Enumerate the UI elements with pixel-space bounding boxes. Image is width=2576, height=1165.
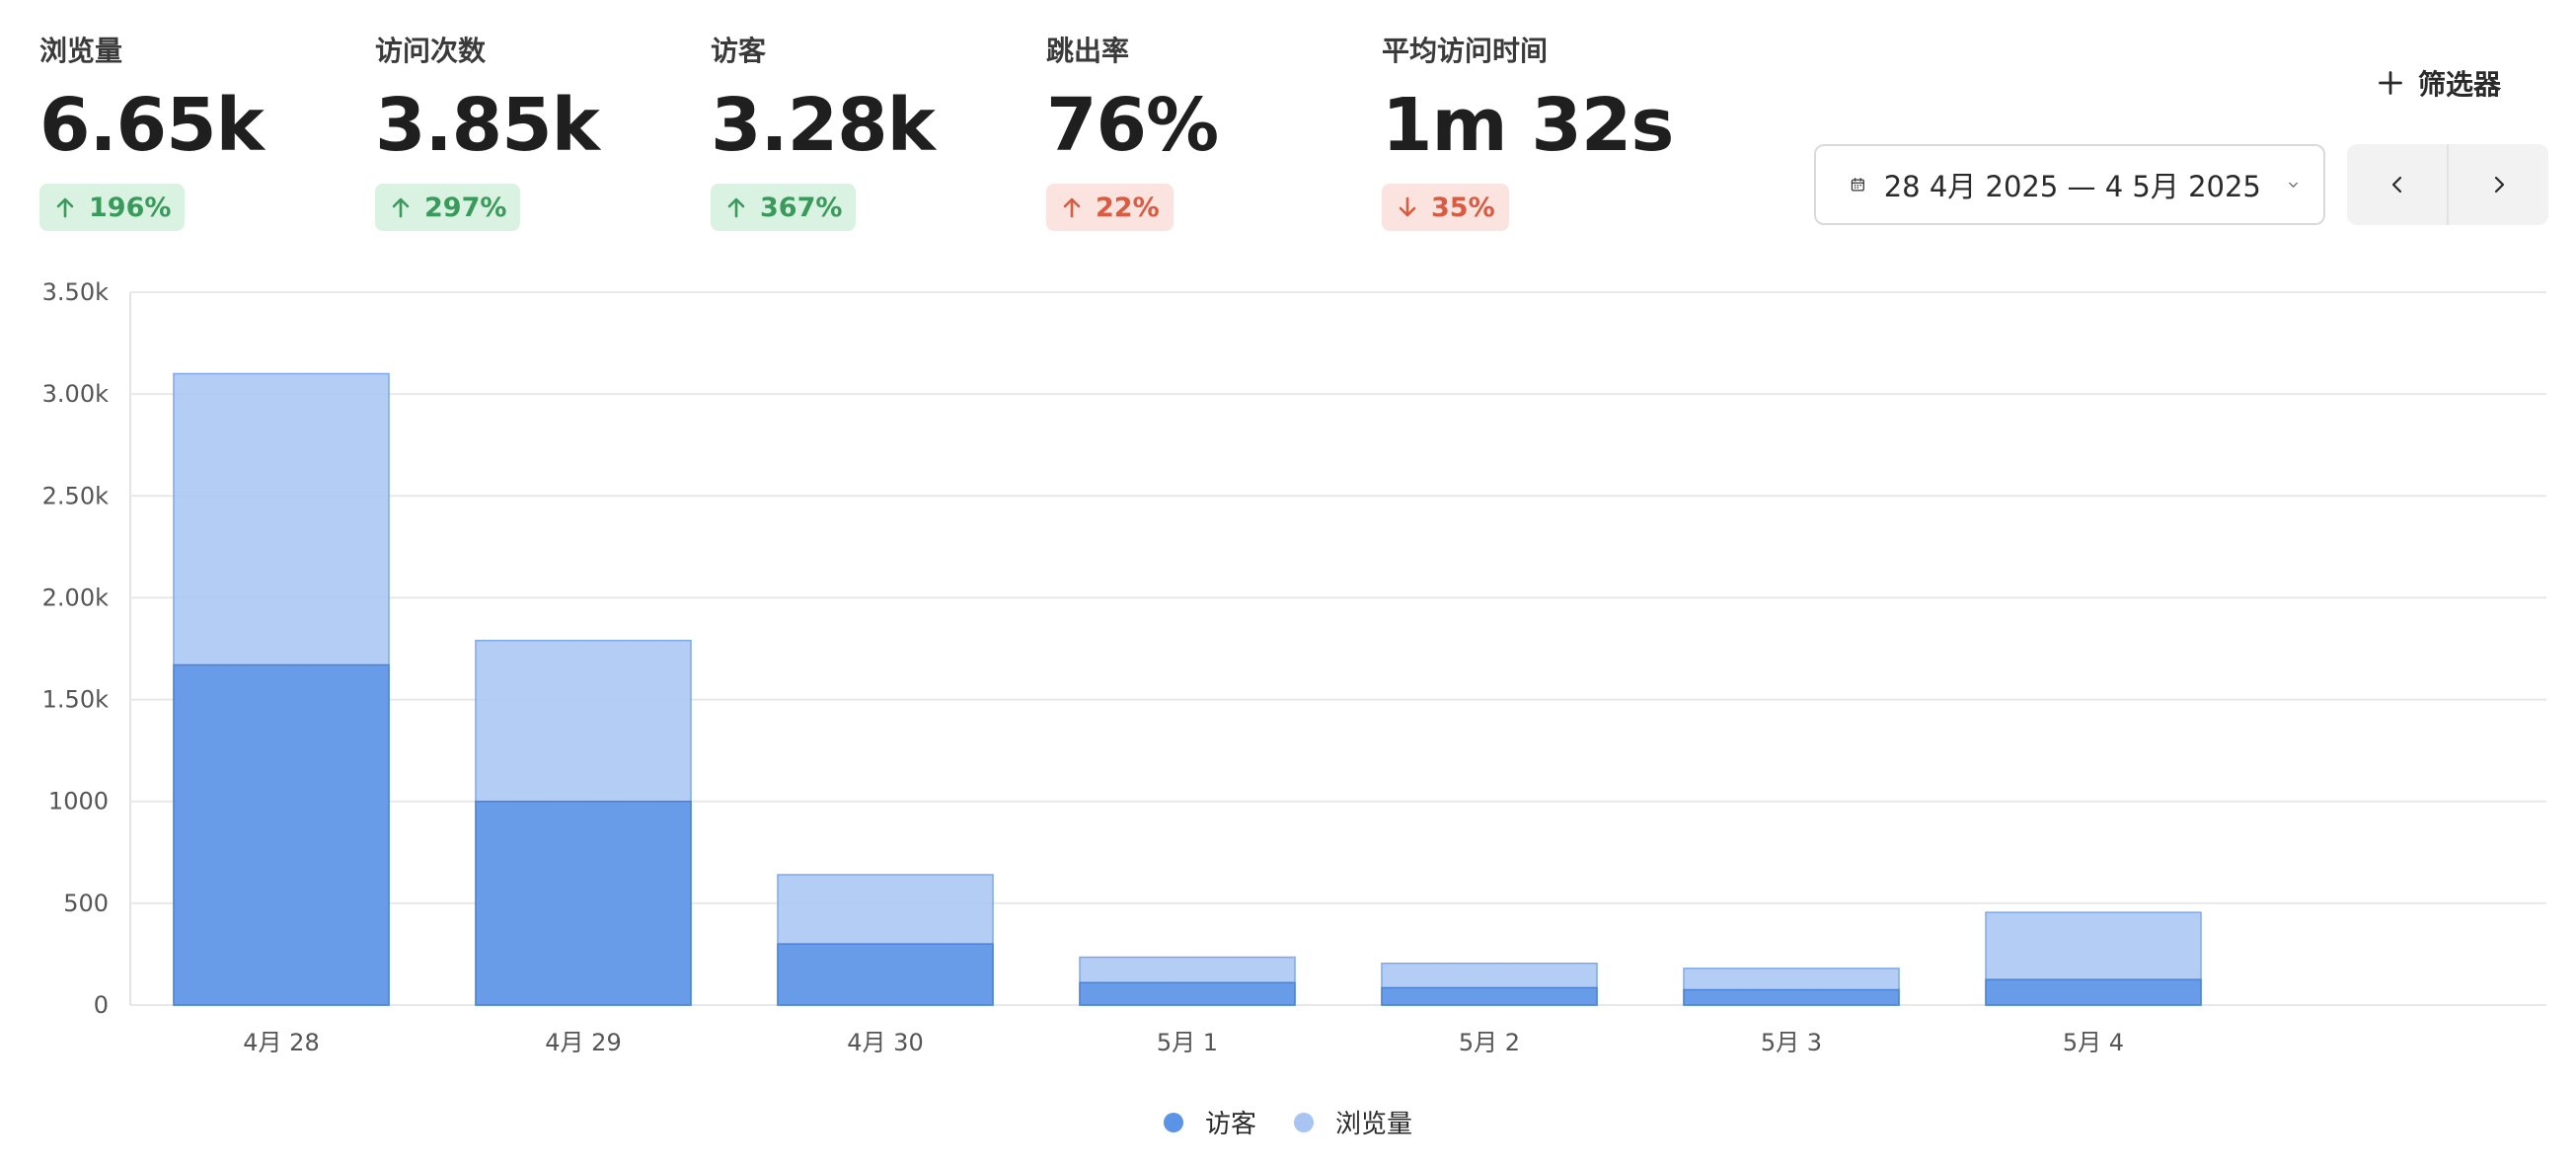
y-tick-label: 1000 — [48, 788, 109, 816]
y-tick-label: 500 — [63, 890, 109, 917]
x-tick-label: 4月 28 — [243, 1029, 319, 1056]
change-badge: 22% — [1046, 184, 1174, 231]
metric-bounce-rate[interactable]: 跳出率 76% 22% — [1046, 38, 1362, 231]
x-tick-label: 5月 2 — [1459, 1029, 1520, 1056]
bar-visitors[interactable] — [475, 800, 692, 1006]
chart-legend: 访客 浏览量 — [0, 1104, 2576, 1140]
grid-lines — [129, 291, 2546, 1006]
x-tick-label: 4月 30 — [847, 1029, 923, 1056]
date-range-text: 28 4月 2025 — 4 5月 2025 — [1883, 170, 2261, 203]
x-axis-ticks: 4月 28 4月 29 4月 30 5月 1 5月 2 5月 3 5月 4 — [243, 1029, 2124, 1056]
legend-label: 浏览量 — [1335, 1110, 1413, 1139]
change-value: 35% — [1431, 192, 1495, 223]
chevron-left-icon — [2391, 176, 2401, 194]
change-badge: 35% — [1382, 184, 1509, 231]
period-navigation — [2347, 144, 2548, 225]
chevron-right-icon — [2494, 176, 2504, 194]
change-badge: 367% — [711, 184, 857, 231]
metric-visits[interactable]: 访问次数 3.85k 297% — [375, 38, 691, 231]
arrow-up-icon — [1063, 197, 1081, 218]
filter-button[interactable]: 筛选器 — [2377, 61, 2501, 105]
x-tick-label: 5月 1 — [1157, 1029, 1218, 1056]
metric-avg-visit-time[interactable]: 平均访问时间 1m 32s 35% — [1382, 38, 1698, 231]
change-value: 196% — [89, 192, 172, 223]
metric-value: 6.65k — [39, 83, 265, 168]
metric-value: 3.85k — [375, 83, 600, 168]
calendar-icon — [1851, 178, 1864, 192]
y-tick-label: 2.00k — [42, 583, 109, 611]
bar-visitors[interactable] — [1985, 978, 2202, 1006]
nav-divider — [2447, 144, 2449, 225]
change-value: 297% — [424, 192, 507, 223]
legend-item-visitors[interactable]: 访客 — [1163, 1104, 1256, 1140]
change-badge: 297% — [375, 184, 521, 231]
legend-dot — [1163, 1112, 1183, 1132]
y-tick-label: 0 — [94, 991, 109, 1019]
plus-icon — [2379, 71, 2402, 95]
metric-value: 3.28k — [711, 83, 936, 168]
bar-visitors[interactable] — [1381, 986, 1598, 1006]
legend-dot — [1294, 1112, 1314, 1132]
arrow-up-icon — [727, 197, 745, 218]
metric-label: 访客 — [711, 35, 767, 67]
chevron-down-icon — [2289, 182, 2298, 188]
metric-label: 浏览量 — [39, 35, 123, 67]
legend-label: 访客 — [1204, 1110, 1256, 1139]
arrow-down-icon — [1399, 196, 1416, 217]
metric-value: 1m 32s — [1382, 83, 1674, 168]
date-range-picker[interactable]: 28 4月 2025 — 4 5月 2025 — [1814, 144, 2325, 225]
bars — [173, 372, 2202, 1006]
previous-period-button[interactable] — [2347, 144, 2447, 225]
metric-visitors[interactable]: 访客 3.28k 367% — [711, 38, 1026, 231]
x-tick-label: 5月 4 — [2063, 1029, 2124, 1056]
bar-visitors[interactable] — [1079, 981, 1296, 1006]
legend-item-pageviews[interactable]: 浏览量 — [1294, 1104, 1412, 1140]
metric-label: 跳出率 — [1046, 35, 1130, 67]
x-tick-label: 4月 29 — [545, 1029, 621, 1056]
arrow-up-icon — [392, 197, 410, 218]
metric-label: 访问次数 — [375, 35, 487, 67]
y-tick-label: 3.00k — [42, 380, 109, 408]
change-badge: 196% — [39, 184, 186, 231]
metric-value: 76% — [1046, 83, 1219, 168]
change-value: 22% — [1096, 192, 1160, 223]
arrow-up-icon — [56, 197, 74, 218]
bar-visitors[interactable] — [777, 943, 994, 1006]
bar-visitors[interactable] — [1683, 988, 1900, 1006]
y-tick-label: 2.50k — [42, 482, 109, 509]
y-tick-label: 3.50k — [42, 278, 109, 306]
y-tick-label: 1.50k — [42, 686, 109, 714]
bar-visitors[interactable] — [173, 663, 390, 1006]
filter-label: 筛选器 — [2418, 68, 2502, 101]
metric-pageviews[interactable]: 浏览量 6.65k 196% — [39, 38, 355, 231]
x-tick-label: 5月 3 — [1761, 1029, 1822, 1056]
y-axis-ticks: 0 500 1000 1.50k 2.00k 2.50k 3.00k 3.50k — [42, 278, 109, 1019]
next-period-button[interactable] — [2449, 144, 2548, 225]
metric-label: 平均访问时间 — [1382, 35, 1549, 67]
change-value: 367% — [760, 192, 843, 223]
